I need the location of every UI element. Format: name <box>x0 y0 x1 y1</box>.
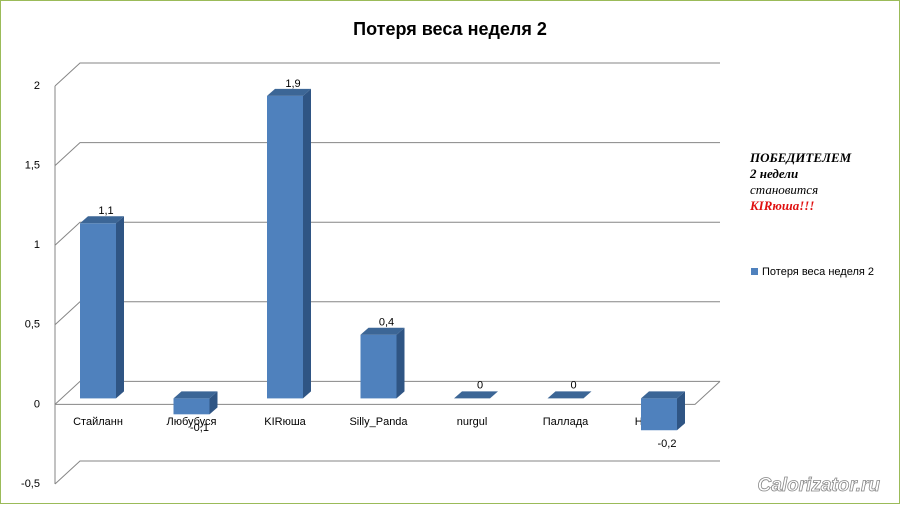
annotation-line: KIRюша!!! <box>749 198 814 213</box>
annotation-line: становится <box>750 182 818 197</box>
bar-top <box>360 327 405 335</box>
bar-side <box>209 391 218 415</box>
data-label: 0,4 <box>379 317 394 329</box>
data-label: 0 <box>477 379 483 391</box>
data-label: 0 <box>570 379 576 391</box>
grid-line <box>54 221 720 246</box>
y-tick-label: 2 <box>34 80 40 92</box>
y-tick-label: 1 <box>34 239 40 251</box>
x-tick-label: Silly_Panda <box>349 416 408 428</box>
chart-title: Потеря веса неделя 2 <box>353 19 547 39</box>
y-tick-label: 1,5 <box>25 160 40 172</box>
legend-label: Потеря веса неделя 2 <box>762 266 874 278</box>
annotation: ПОБЕДИТЕЛЕМ 2 недели становится KIRюша!!… <box>749 150 852 213</box>
x-tick-label: Паллада <box>543 416 589 428</box>
annotation-line: ПОБЕДИТЕЛЕМ <box>749 150 852 165</box>
x-tick-label: Стайланн <box>73 416 123 428</box>
y-tick-label: -0,5 <box>21 478 40 490</box>
x-tick-label: Любубуся <box>166 416 216 428</box>
bar-side <box>677 391 685 431</box>
legend-swatch <box>751 268 758 275</box>
bar-top <box>267 88 311 96</box>
grid-line <box>54 460 720 485</box>
bar-top <box>547 391 592 399</box>
bar-side <box>116 216 124 399</box>
annotation-line: 2 недели <box>749 166 798 181</box>
bar-side <box>396 327 405 399</box>
data-label: -0,2 <box>658 438 677 450</box>
bar <box>173 398 210 415</box>
grid-line <box>54 62 720 87</box>
y-tick-label: 0,5 <box>25 319 40 331</box>
grid-line <box>54 142 720 166</box>
bar <box>360 334 397 399</box>
watermark: Calorizator.ru <box>758 475 881 496</box>
x-tick-label: KIRюша <box>264 416 306 428</box>
data-label: 1,9 <box>285 78 300 90</box>
data-label: -0,1 <box>190 422 209 434</box>
bar-side <box>303 88 311 399</box>
bar-top <box>80 216 124 224</box>
y-tick-label: 0 <box>34 398 40 410</box>
x-tick-label: nurgul <box>457 416 488 428</box>
bar-top <box>173 391 218 399</box>
bar <box>267 95 303 399</box>
floor <box>55 381 721 405</box>
bar <box>80 223 116 399</box>
data-label: 1,1 <box>98 205 113 217</box>
bar <box>641 398 677 431</box>
bar-top <box>641 391 685 399</box>
bar-top <box>454 391 498 399</box>
